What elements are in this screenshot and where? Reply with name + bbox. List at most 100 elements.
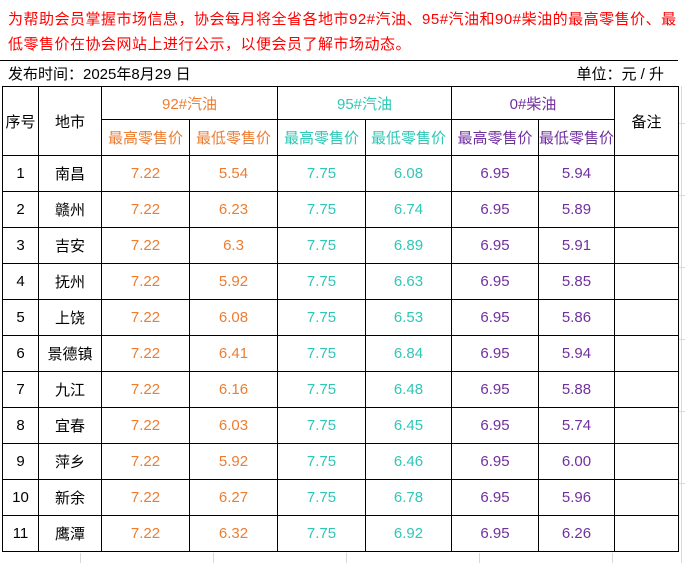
cell-0-low: 6.00 bbox=[538, 443, 615, 480]
cell-92-high: 7.22 bbox=[101, 299, 190, 336]
table-row: 1 南昌 7.22 5.54 7.75 6.08 6.95 5.94 bbox=[2, 155, 679, 192]
table-row: 3 吉安 7.22 6.3 7.75 6.89 6.95 5.91 bbox=[2, 227, 679, 264]
cell-95-low: 6.53 bbox=[365, 299, 452, 336]
cell-92-high: 7.22 bbox=[101, 191, 190, 228]
cell-0-low: 5.94 bbox=[538, 155, 615, 192]
cell-92-high: 7.22 bbox=[101, 371, 190, 408]
cell-remark bbox=[614, 407, 679, 444]
cell-0-high: 6.95 bbox=[451, 191, 539, 228]
cell-0-high: 6.95 bbox=[451, 443, 539, 480]
cell-92-high: 7.22 bbox=[101, 227, 190, 264]
sheet-gridline-tick bbox=[679, 267, 685, 268]
cell-95-low: 6.92 bbox=[365, 515, 452, 552]
cell-95-high: 7.75 bbox=[277, 227, 366, 264]
sheet-gridline-tick bbox=[213, 553, 214, 563]
cell-remark bbox=[614, 335, 679, 372]
cell-0-low: 5.94 bbox=[538, 335, 615, 372]
cell-95-low: 6.46 bbox=[365, 443, 452, 480]
cell-remark bbox=[614, 191, 679, 228]
cell-95-low: 6.89 bbox=[365, 227, 452, 264]
cell-92-high: 7.22 bbox=[101, 479, 190, 516]
cell-serial: 4 bbox=[2, 263, 39, 300]
header-95-low: 最低零售价 bbox=[365, 119, 452, 156]
table-row: 7 九江 7.22 6.16 7.75 6.48 6.95 5.88 bbox=[2, 371, 679, 408]
cell-95-high: 7.75 bbox=[277, 371, 366, 408]
cell-92-high: 7.22 bbox=[101, 515, 190, 552]
cell-serial: 10 bbox=[2, 479, 39, 516]
cell-0-low: 5.88 bbox=[538, 371, 615, 408]
sheet-gridline-tick bbox=[679, 195, 685, 196]
sheet-gridline-tick bbox=[679, 123, 685, 124]
cell-remark bbox=[614, 479, 679, 516]
cell-remark bbox=[614, 155, 679, 192]
cell-serial: 5 bbox=[2, 299, 39, 336]
cell-95-high: 7.75 bbox=[277, 155, 366, 192]
cell-0-low: 6.26 bbox=[538, 515, 615, 552]
cell-serial: 11 bbox=[2, 515, 39, 552]
cell-serial: 6 bbox=[2, 335, 39, 372]
header-0-diesel: 0#柴油 bbox=[451, 86, 615, 120]
table-row: 10 新余 7.22 6.27 7.75 6.78 6.95 5.96 bbox=[2, 479, 679, 516]
cell-95-low: 6.74 bbox=[365, 191, 452, 228]
cell-city: 南昌 bbox=[38, 155, 102, 192]
cell-95-low: 6.48 bbox=[365, 371, 452, 408]
table-row: 5 上饶 7.22 6.08 7.75 6.53 6.95 5.86 bbox=[2, 299, 679, 336]
cell-0-low: 5.74 bbox=[538, 407, 615, 444]
cell-0-high: 6.95 bbox=[451, 227, 539, 264]
cell-92-low: 6.32 bbox=[189, 515, 278, 552]
cell-0-high: 6.95 bbox=[451, 155, 539, 192]
sheet-gridline-tick bbox=[80, 553, 81, 563]
header-92-high: 最高零售价 bbox=[101, 119, 190, 156]
cell-remark bbox=[614, 263, 679, 300]
header-95-high: 最高零售价 bbox=[277, 119, 366, 156]
header-city: 地市 bbox=[38, 86, 102, 156]
cell-serial: 9 bbox=[2, 443, 39, 480]
cell-0-high: 6.95 bbox=[451, 371, 539, 408]
cell-remark bbox=[614, 443, 679, 480]
cell-city: 吉安 bbox=[38, 227, 102, 264]
cell-95-low: 6.78 bbox=[365, 479, 452, 516]
cell-0-low: 5.85 bbox=[538, 263, 615, 300]
cell-95-low: 6.08 bbox=[365, 155, 452, 192]
notice-text: 为帮助会员掌握市场信息，协会每月将全省各地市92#汽油、95#汽油和90#柴油的… bbox=[8, 11, 677, 53]
table-row: 9 萍乡 7.22 5.92 7.75 6.46 6.95 6.00 bbox=[2, 443, 679, 480]
cell-0-low: 5.96 bbox=[538, 479, 615, 516]
cell-city: 赣州 bbox=[38, 191, 102, 228]
cell-92-low: 6.41 bbox=[189, 335, 278, 372]
cell-remark bbox=[614, 371, 679, 408]
meta-row: 发布时间：2025年8月29 日 单位：元 / 升 bbox=[0, 61, 678, 86]
sheet-gridline-vertical bbox=[681, 86, 682, 563]
cell-95-high: 7.75 bbox=[277, 407, 366, 444]
header-92-gasoline: 92#汽油 bbox=[101, 86, 278, 120]
sheet-gridline-tick bbox=[679, 339, 685, 340]
cell-remark bbox=[614, 299, 679, 336]
table-row: 4 抚州 7.22 5.92 7.75 6.63 6.95 5.85 bbox=[2, 263, 679, 300]
cell-95-low: 6.45 bbox=[365, 407, 452, 444]
cell-95-high: 7.75 bbox=[277, 443, 366, 480]
cell-92-low: 6.27 bbox=[189, 479, 278, 516]
cell-95-high: 7.75 bbox=[277, 299, 366, 336]
table-row: 11 鹰潭 7.22 6.32 7.75 6.92 6.95 6.26 bbox=[2, 515, 679, 552]
cell-serial: 2 bbox=[2, 191, 39, 228]
sheet-gridline-tick bbox=[479, 553, 480, 563]
cell-92-low: 6.16 bbox=[189, 371, 278, 408]
cell-95-high: 7.75 bbox=[277, 335, 366, 372]
cell-92-low: 5.54 bbox=[189, 155, 278, 192]
fuel-price-table: 序号 地市 92#汽油 95#汽油 0#柴油 备注 最高零售价 最低零售价 最高… bbox=[2, 86, 679, 552]
cell-0-high: 6.95 bbox=[451, 263, 539, 300]
table-row: 8 宜春 7.22 6.03 7.75 6.45 6.95 5.74 bbox=[2, 407, 679, 444]
cell-95-high: 7.75 bbox=[277, 263, 366, 300]
cell-serial: 7 bbox=[2, 371, 39, 408]
header-92-low: 最低零售价 bbox=[189, 119, 278, 156]
cell-city: 宜春 bbox=[38, 407, 102, 444]
cell-0-high: 6.95 bbox=[451, 479, 539, 516]
header-serial: 序号 bbox=[2, 86, 39, 156]
table-row: 2 赣州 7.22 6.23 7.75 6.74 6.95 5.89 bbox=[2, 191, 679, 228]
cell-95-high: 7.75 bbox=[277, 191, 366, 228]
header-0-low: 最低零售价 bbox=[538, 119, 615, 156]
divider-line bbox=[0, 60, 678, 61]
header-95-gasoline: 95#汽油 bbox=[277, 86, 452, 120]
cell-0-high: 6.95 bbox=[451, 407, 539, 444]
cell-0-high: 6.95 bbox=[451, 335, 539, 372]
cell-0-low: 5.89 bbox=[538, 191, 615, 228]
